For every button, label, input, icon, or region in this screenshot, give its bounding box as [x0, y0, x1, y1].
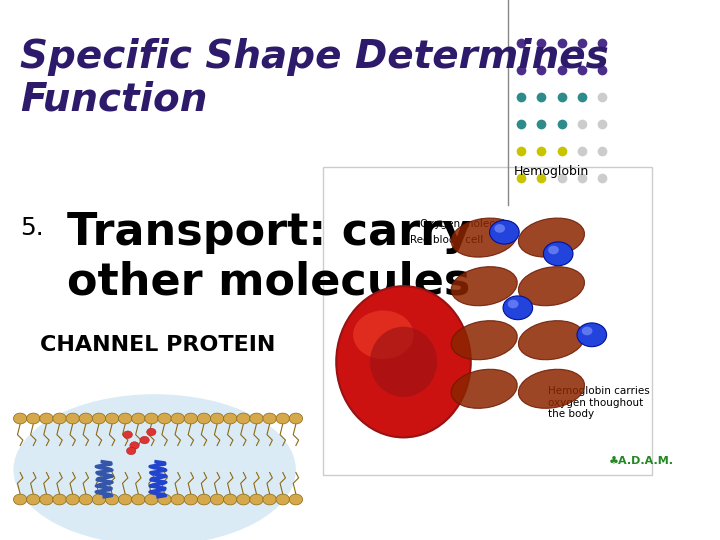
Circle shape [66, 413, 79, 424]
Circle shape [495, 224, 505, 233]
Ellipse shape [14, 394, 296, 540]
Ellipse shape [518, 321, 585, 360]
Circle shape [130, 442, 139, 449]
Circle shape [27, 494, 40, 505]
Circle shape [503, 296, 533, 320]
Circle shape [132, 494, 145, 505]
Circle shape [140, 436, 149, 444]
Circle shape [66, 494, 79, 505]
Circle shape [577, 323, 607, 347]
Ellipse shape [353, 310, 413, 359]
FancyBboxPatch shape [323, 167, 652, 475]
Circle shape [250, 413, 264, 424]
Circle shape [119, 413, 132, 424]
Circle shape [210, 494, 224, 505]
Ellipse shape [518, 267, 585, 306]
Text: Hemoglobin: Hemoglobin [514, 165, 589, 178]
Text: Hemoglobin carries
oxygen thoughout
the body: Hemoglobin carries oxygen thoughout the … [548, 386, 650, 419]
Ellipse shape [451, 321, 517, 360]
Circle shape [263, 494, 276, 505]
Circle shape [223, 494, 237, 505]
Circle shape [158, 413, 171, 424]
Circle shape [237, 494, 250, 505]
Text: Transport: carry
other molecules: Transport: carry other molecules [67, 211, 472, 303]
Circle shape [289, 413, 302, 424]
Circle shape [79, 413, 93, 424]
Circle shape [544, 242, 573, 266]
Circle shape [223, 413, 237, 424]
Circle shape [53, 494, 66, 505]
Ellipse shape [336, 286, 471, 437]
Circle shape [289, 494, 302, 505]
Circle shape [250, 494, 264, 505]
Circle shape [40, 494, 53, 505]
Text: Oxygen molecule: Oxygen molecule [420, 219, 511, 229]
Ellipse shape [518, 218, 585, 257]
Circle shape [171, 413, 184, 424]
Text: 5.: 5. [20, 216, 44, 240]
Circle shape [92, 494, 106, 505]
Circle shape [14, 413, 27, 424]
Circle shape [197, 494, 211, 505]
Circle shape [123, 431, 132, 438]
Circle shape [145, 413, 158, 424]
Ellipse shape [370, 327, 437, 397]
Circle shape [79, 494, 93, 505]
Circle shape [147, 428, 156, 436]
Circle shape [548, 246, 559, 254]
Ellipse shape [518, 369, 585, 408]
Text: Red blood cell: Red blood cell [410, 235, 484, 245]
Circle shape [145, 494, 158, 505]
Circle shape [105, 494, 119, 505]
Circle shape [184, 494, 197, 505]
Circle shape [276, 413, 289, 424]
Circle shape [263, 413, 276, 424]
Circle shape [171, 494, 184, 505]
Circle shape [237, 413, 250, 424]
Circle shape [27, 413, 40, 424]
Circle shape [119, 494, 132, 505]
Circle shape [184, 413, 197, 424]
Text: ♣A.D.A.M.: ♣A.D.A.M. [608, 456, 674, 467]
Text: Specific Shape Determines
Function: Specific Shape Determines Function [20, 38, 609, 118]
Circle shape [127, 447, 136, 455]
Circle shape [53, 413, 66, 424]
Circle shape [92, 413, 106, 424]
Circle shape [105, 413, 119, 424]
Circle shape [210, 413, 224, 424]
Circle shape [490, 220, 519, 244]
Circle shape [508, 300, 518, 308]
Ellipse shape [451, 369, 517, 408]
Ellipse shape [451, 267, 517, 306]
Circle shape [276, 494, 289, 505]
Circle shape [132, 413, 145, 424]
Ellipse shape [451, 218, 517, 257]
Circle shape [158, 494, 171, 505]
Circle shape [14, 494, 27, 505]
Circle shape [582, 327, 593, 335]
Circle shape [197, 413, 211, 424]
Text: CHANNEL PROTEIN: CHANNEL PROTEIN [40, 335, 276, 355]
Circle shape [40, 413, 53, 424]
